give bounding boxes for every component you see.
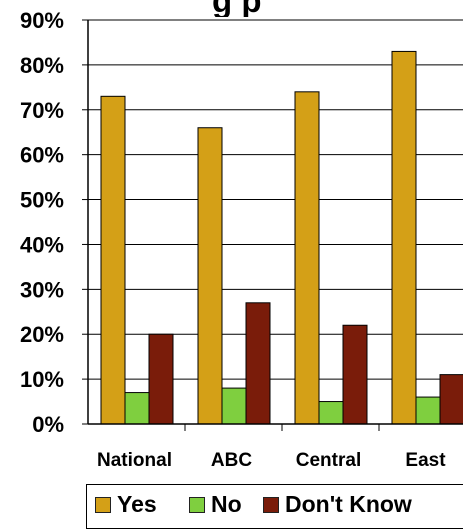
legend-swatch-yes	[95, 496, 111, 513]
bar-yes-east	[391, 50, 417, 425]
bar-yes-abc	[197, 127, 223, 425]
bar-no-central	[318, 401, 344, 425]
legend-item-dont-know: Don't Know	[263, 493, 412, 516]
y-tick-label: 10%	[20, 367, 64, 392]
y-tick-label: 20%	[20, 322, 64, 347]
legend-item-no: No	[189, 493, 242, 516]
legend-label-no: No	[211, 491, 242, 517]
y-tick-label: 70%	[20, 98, 64, 123]
axes	[87, 20, 463, 425]
legend-swatch-no	[189, 496, 205, 513]
bars	[100, 50, 463, 425]
bar-don-t-know-national	[148, 333, 174, 425]
x-axis-ticks: National ABC Central East	[97, 424, 446, 471]
chart-legend: Yes No Don't Know	[86, 484, 463, 529]
bar-yes-national	[100, 95, 126, 425]
legend-label-dont-know: Don't Know	[285, 491, 412, 517]
y-tick-label: 60%	[20, 143, 64, 168]
bar-don-t-know-central	[342, 324, 368, 425]
y-tick-label: 0%	[32, 412, 64, 437]
y-tick-label: 40%	[20, 232, 64, 257]
x-tick-label: ABC	[211, 450, 252, 471]
legend-label-yes: Yes	[117, 491, 157, 517]
y-tick-label: 80%	[20, 53, 64, 78]
legend-item-yes: Yes	[95, 493, 157, 516]
x-tick-label: East	[405, 450, 446, 471]
y-axis-ticks: 0% 10% 20% 30% 40% 50% 60% 70% 80% 90%	[20, 8, 88, 437]
x-tick-label: National	[97, 450, 172, 471]
y-tick-label: 90%	[20, 8, 64, 33]
bar-yes-central	[294, 91, 320, 425]
bar-don-t-know-abc	[245, 302, 271, 425]
chart-title-fragment: g p	[212, 0, 463, 17]
x-tick-label: Central	[296, 450, 361, 471]
y-tick-label: 50%	[20, 188, 64, 213]
y-tick-label: 30%	[20, 277, 64, 302]
bar-no-abc	[221, 387, 247, 425]
legend-swatch-dont-know	[263, 496, 279, 513]
bar-no-east	[415, 396, 441, 425]
bar-no-national	[124, 392, 150, 425]
bar-don-t-know-east	[439, 374, 463, 425]
